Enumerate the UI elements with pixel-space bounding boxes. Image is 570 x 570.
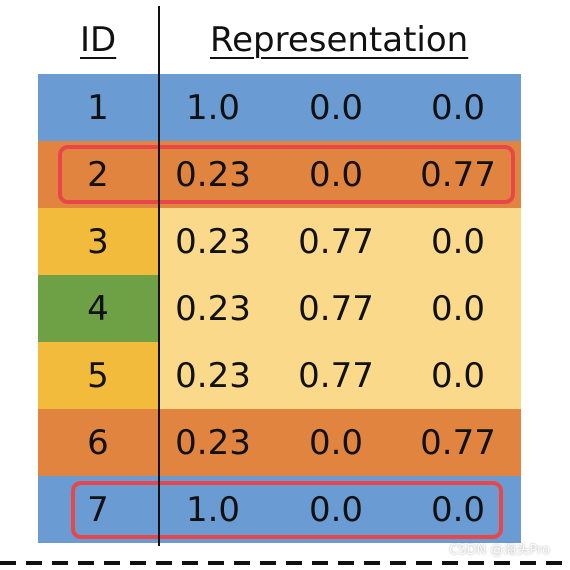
representation-value: 0.77 <box>298 355 374 396</box>
representation-cell: 1.0 0.0 0.0 <box>158 476 521 543</box>
row-id-cell: 1 <box>38 74 158 141</box>
representation-value: 1.0 <box>185 489 241 530</box>
representation-cell: 0.23 0.77 0.0 <box>158 275 521 342</box>
representation-value: 0.0 <box>430 288 486 329</box>
table-row-2: 2 0.23 0.0 0.77 <box>38 141 521 208</box>
column-divider <box>158 6 160 546</box>
table-row-3: 3 0.23 0.77 0.0 <box>38 208 521 275</box>
highlight-box-row-2 <box>58 145 515 204</box>
representation-value: 0.23 <box>175 154 251 195</box>
row-id-cell: 4 <box>38 275 158 342</box>
id-column-header: ID <box>80 20 117 60</box>
representation-cell: 0.23 0.0 0.77 <box>158 409 521 476</box>
representation-value: 1.0 <box>185 87 241 128</box>
representation-value: 0.0 <box>430 489 486 530</box>
representation-value: 0.0 <box>308 489 364 530</box>
representation-value: 0.0 <box>308 87 364 128</box>
representation-value: 0.77 <box>420 154 496 195</box>
table-row-1: 1 1.0 0.0 0.0 <box>38 74 521 141</box>
representation-table: 1 1.0 0.0 0.0 2 0.23 0.0 0.77 3 0.23 0.77 0.0 4 0.23 0… <box>38 74 521 543</box>
representation-value: 0.23 <box>175 355 251 396</box>
row-id-cell: 5 <box>38 342 158 409</box>
representation-value: 0.77 <box>298 288 374 329</box>
row-id-cell: 7 <box>38 476 158 543</box>
representation-value: 0.0 <box>430 355 486 396</box>
highlight-box-row-7 <box>71 481 503 539</box>
representation-value: 0.0 <box>430 221 486 262</box>
representation-value: 0.23 <box>175 422 251 463</box>
table-row-4: 4 0.23 0.77 0.0 <box>38 275 521 342</box>
table-row-7: 7 1.0 0.0 0.0 <box>38 476 521 543</box>
representation-value: 0.77 <box>420 422 496 463</box>
representation-cell: 0.23 0.77 0.0 <box>158 342 521 409</box>
representation-cell: 0.23 0.77 0.0 <box>158 208 521 275</box>
representation-value: 0.23 <box>175 221 251 262</box>
representation-cell: 1.0 0.0 0.0 <box>158 74 521 141</box>
representation-value: 0.0 <box>308 422 364 463</box>
watermark: CSDN @海头Pro <box>449 543 550 558</box>
representation-value: 0.0 <box>308 154 364 195</box>
dashed-separator <box>0 561 570 565</box>
representation-value: 0.77 <box>298 221 374 262</box>
representation-value: 0.23 <box>175 288 251 329</box>
table-row-6: 6 0.23 0.0 0.77 <box>38 409 521 476</box>
row-id-cell: 3 <box>38 208 158 275</box>
table-row-5: 5 0.23 0.77 0.0 <box>38 342 521 409</box>
representation-cell: 0.23 0.0 0.77 <box>158 141 521 208</box>
representation-column-header: Representation <box>210 20 469 60</box>
row-id-cell: 6 <box>38 409 158 476</box>
representation-value: 0.0 <box>430 87 486 128</box>
